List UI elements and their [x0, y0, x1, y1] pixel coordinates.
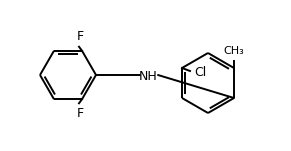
Text: F: F [77, 107, 84, 120]
Text: NH: NH [139, 71, 157, 84]
Text: F: F [77, 30, 84, 43]
Text: Cl: Cl [194, 66, 206, 79]
Text: CH₃: CH₃ [223, 46, 244, 56]
